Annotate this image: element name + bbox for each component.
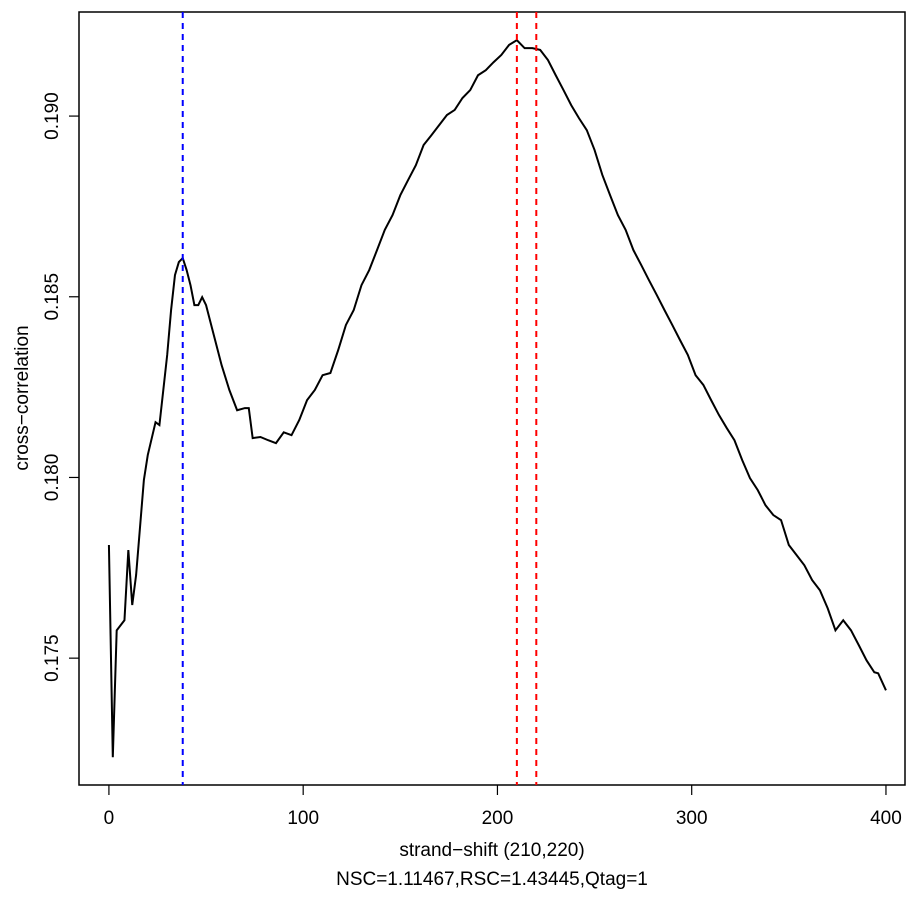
y-tick-label: 0.180 (42, 454, 63, 502)
subtitle: NSC=1.11467,RSC=1.43445,Qtag=1 (336, 869, 648, 890)
x-tick-label: 100 (287, 808, 319, 829)
x-tick-label: 400 (870, 808, 902, 829)
data-line (107, 38, 887, 758)
y-tick-label: 0.190 (42, 92, 63, 140)
plot-frame (78, 11, 906, 786)
x-tick-label: 0 (104, 808, 115, 829)
y-tick-label: 0.185 (42, 273, 63, 321)
x-axis-label: strand−shift (210,220) (399, 840, 584, 861)
y-axis-label: cross−correlation (12, 325, 33, 470)
x-tick-label: 300 (676, 808, 708, 829)
x-tick-label: 200 (482, 808, 514, 829)
y-tick-label: 0.175 (42, 634, 63, 682)
